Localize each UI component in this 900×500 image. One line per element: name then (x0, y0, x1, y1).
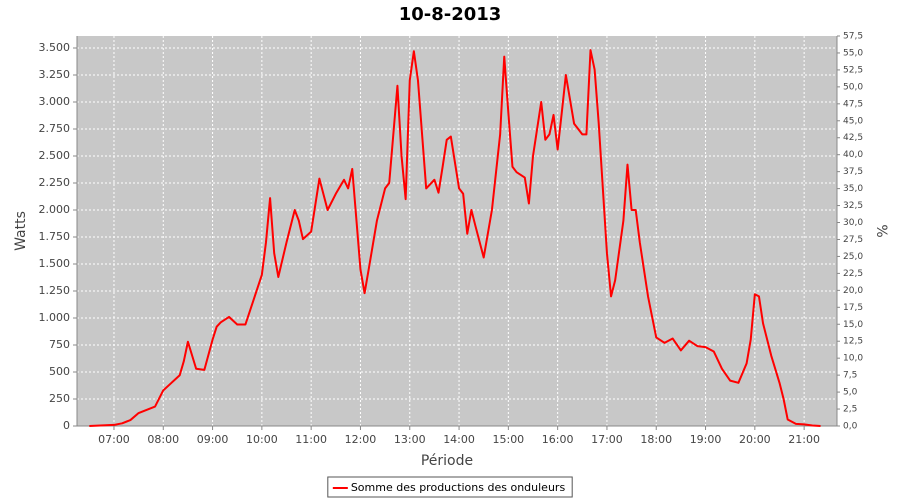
y2-tick-label: 15,0 (843, 320, 863, 330)
x-tick-label: 14:00 (443, 433, 475, 446)
x-tick-label: 20:00 (739, 433, 771, 446)
y2-tick-label: 27,5 (843, 235, 863, 245)
y2-tick-label: 52,5 (843, 65, 863, 75)
y-tick-label: 3.000 (39, 95, 71, 108)
x-tick-label: 07:00 (98, 433, 130, 446)
x-tick-label: 19:00 (690, 433, 722, 446)
y-tick-label: 2.000 (39, 203, 71, 216)
y-tick-label: 1.000 (39, 311, 71, 324)
y2-tick-label: 17,5 (843, 303, 863, 313)
legend-label: Somme des productions des onduleurs (351, 481, 566, 494)
y2-tick-label: 47,5 (843, 99, 863, 109)
y2-tick-label: 12,5 (843, 337, 863, 347)
y2-axis-label: % (873, 224, 889, 237)
y-tick-label: 0 (63, 419, 70, 432)
y2-tick-label: 45,0 (843, 116, 863, 126)
y2-tick-label: 30,0 (843, 218, 863, 228)
y2-tick-label: 2,5 (843, 405, 857, 415)
y-tick-label: 2.750 (39, 122, 71, 135)
y-tick-label: 1.750 (39, 230, 71, 243)
y2-tick-label: 50,0 (843, 82, 863, 92)
x-tick-label: 18:00 (640, 433, 672, 446)
x-tick-label: 13:00 (394, 433, 426, 446)
x-tick-label: 21:00 (788, 433, 820, 446)
x-tick-label: 15:00 (492, 433, 524, 446)
legend-box (327, 476, 573, 498)
y2-tick-label: 40,0 (843, 150, 863, 160)
y-tick-label: 750 (49, 338, 70, 351)
y-tick-label: 2.500 (39, 149, 71, 162)
y2-tick-label: 7,5 (843, 371, 857, 381)
y2-tick-label: 25,0 (843, 252, 863, 262)
y2-tick-label: 57,5 (843, 32, 863, 42)
y-tick-label: 1.250 (39, 284, 71, 297)
x-tick-label: 16:00 (542, 433, 574, 446)
y2-tick-label: 22,5 (843, 269, 863, 279)
x-tick-label: 10:00 (246, 433, 278, 446)
y-tick-label: 2.250 (39, 176, 71, 189)
y-tick-label: 3.250 (39, 68, 71, 81)
x-tick-label: 12:00 (345, 433, 377, 446)
x-tick-label: 09:00 (197, 433, 229, 446)
x-tick-label: 11:00 (295, 433, 327, 446)
x-tick-label: 08:00 (147, 433, 179, 446)
y2-tick-label: 5,0 (843, 388, 858, 398)
y-tick-label: 500 (49, 365, 70, 378)
x-axis-label: Période (421, 453, 473, 469)
y-axis-label: Watts (13, 211, 29, 251)
plot-background (77, 36, 837, 426)
y-tick-label: 3.500 (39, 41, 71, 54)
y2-tick-label: 37,5 (843, 167, 863, 177)
y2-tick-label: 10,0 (843, 354, 863, 364)
x-tick-label: 17:00 (591, 433, 623, 446)
y2-tick-label: 20,0 (843, 286, 863, 296)
y2-tick-label: 55,0 (843, 48, 863, 58)
chart-title: 10-8-2013 (399, 4, 502, 25)
y2-tick-label: 0,0 (843, 422, 858, 432)
y2-tick-label: 42,5 (843, 133, 863, 143)
y2-tick-label: 32,5 (843, 201, 863, 211)
y2-tick-label: 35,0 (843, 184, 863, 194)
y-tick-label: 250 (49, 392, 70, 405)
y-tick-label: 1.500 (39, 257, 71, 270)
line-series (89, 49, 821, 427)
